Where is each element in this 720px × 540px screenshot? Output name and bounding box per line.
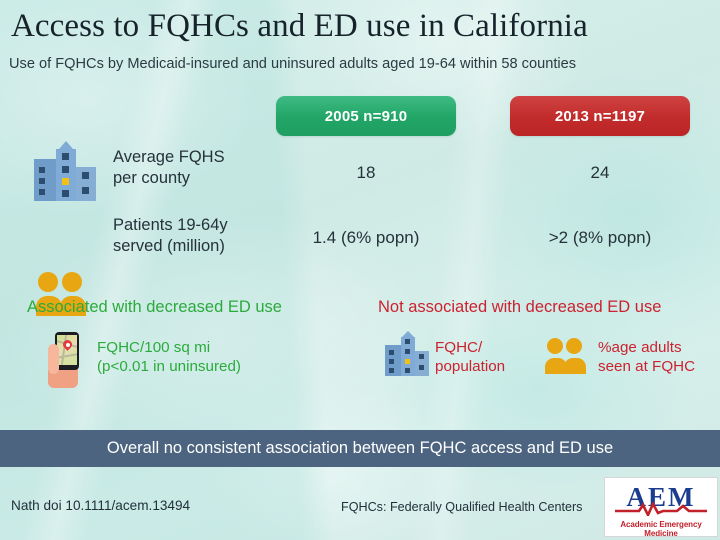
row-label-line1: Patients 19-64y [113, 216, 228, 234]
row-value-patients-served-2005: 1.4 (6% popn) [312, 228, 420, 247]
page-title: Access to FQHCs and ED use in California [11, 8, 588, 44]
row-label-line2: per county [113, 169, 191, 187]
conclusion-banner-text: Overall no consistent association betwee… [106, 439, 614, 457]
finding-item-line1: FQHC/100 sq mi [97, 339, 211, 356]
column-badge-2013: 2013 n=1197 [510, 96, 690, 136]
column-badge-2005: 2005 n=910 [276, 96, 456, 136]
finding-heading-associated: Associated with decreased ED use [27, 298, 282, 316]
abbreviation-note: FQHCs: Federally Qualified Health Center… [341, 500, 583, 514]
conclusion-banner: Overall no consistent association betwee… [0, 430, 720, 467]
row-value-average-fqhs-2013: 24 [590, 163, 610, 182]
building-icon [385, 331, 429, 376]
aem-logo: AEM Academic Emergency Medicine [604, 477, 718, 538]
phone-map-pin-icon [44, 330, 86, 388]
citation-doi: Nath doi 10.1111/acem.13494 [11, 498, 191, 513]
finding-item-fqhc-density: FQHC/100 sq mi (p<0.01 in uninsured) [97, 338, 241, 376]
finding-item-line2: (p<0.01 in uninsured) [97, 358, 241, 375]
row-label-patients-served: Patients 19-64y served (million) [113, 215, 228, 257]
row-label-average-fqhs: Average FQHS per county [113, 147, 225, 189]
aem-logo-subtitle: Academic Emergency Medicine [620, 520, 702, 538]
finding-item-line2: population [435, 358, 506, 375]
finding-item-percent-adults: %age adults seen at FQHC [598, 338, 695, 376]
column-badge-2005-label: 2005 n=910 [324, 107, 408, 125]
finding-item-fqhc-population: FQHC/ population [435, 338, 505, 376]
row-value-average-fqhs-2005: 18 [356, 163, 376, 182]
column-badge-2013-label: 2013 n=1197 [554, 107, 646, 125]
people-icon [545, 338, 593, 374]
finding-item-line1: FQHC/ [435, 339, 483, 356]
row-value-patients-served-2013: >2 (8% popn) [548, 228, 652, 247]
finding-heading-not-associated: Not associated with decreased ED use [378, 298, 662, 316]
page-subtitle: Use of FQHCs by Medicaid-insured and uni… [9, 56, 577, 72]
people-icon [36, 272, 94, 316]
finding-item-line1: %age adults [598, 339, 682, 356]
building-icon [34, 141, 96, 201]
heartbeat-icon [615, 502, 707, 516]
row-label-line2: served (million) [113, 237, 225, 255]
finding-item-line2: seen at FQHC [598, 358, 696, 375]
row-label-line1: Average FQHS [113, 148, 225, 166]
